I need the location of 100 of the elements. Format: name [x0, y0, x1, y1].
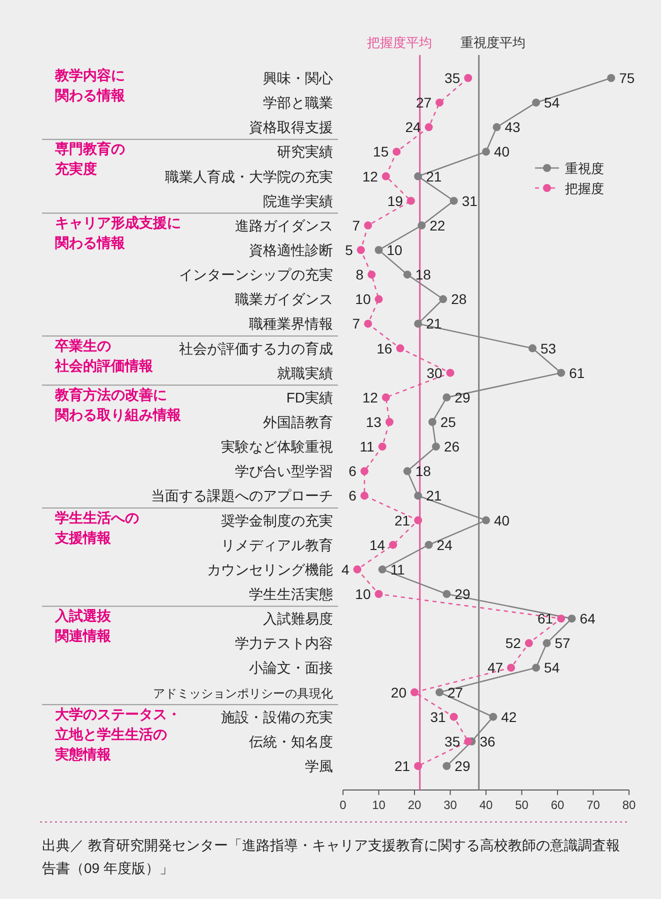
point [353, 565, 362, 574]
point [432, 442, 440, 451]
y-tick-label: 施設・設備の充実 [221, 708, 333, 725]
x-tick-label: 80 [622, 798, 636, 812]
point [382, 172, 390, 180]
point [364, 221, 372, 230]
data-label: 8 [356, 266, 364, 283]
point [360, 492, 368, 500]
y-tick-label: 資格取得支援 [249, 119, 333, 136]
data-label: 6 [348, 488, 357, 504]
data-label: 12 [362, 389, 378, 406]
data-label: 54 [544, 660, 560, 676]
y-tick-label: 興味・関心 [263, 70, 333, 86]
data-label: 57 [554, 635, 571, 652]
text: 専門教育の充実度 [54, 140, 125, 177]
y-tick-label: 学風 [305, 758, 333, 774]
point [436, 688, 444, 696]
point [414, 516, 422, 524]
y-tick-label: 職業人育成・大学院の充実 [165, 168, 333, 184]
y-tick-label: 伝統・知名度 [249, 733, 333, 750]
data-label: 11 [390, 561, 406, 578]
point [482, 516, 490, 524]
y-tick-label: 学部と職業 [263, 94, 333, 111]
data-label: 10 [355, 586, 371, 602]
data-label: 19 [387, 192, 404, 209]
data-label: 42 [501, 708, 517, 725]
point [403, 467, 412, 476]
data-label: 21 [426, 488, 442, 504]
text: 入試選抜関連情報 [54, 608, 112, 644]
point [557, 614, 566, 623]
data-label: 40 [494, 144, 510, 160]
y-tick-label: 学力テスト内容 [235, 635, 333, 652]
y-tick-label: 外国語教育 [263, 414, 333, 430]
y-tick-label: リメディアル教育 [221, 536, 333, 553]
y-tick-label: FD実績 [286, 389, 333, 406]
point [410, 688, 418, 696]
y-tick-label: 進路ガイダンス [235, 217, 333, 234]
data-label: 35 [444, 733, 460, 750]
point [414, 762, 422, 770]
y-tick-label: 職種業界情報 [249, 316, 333, 332]
data-label: 29 [454, 389, 470, 406]
point [374, 590, 383, 598]
point [464, 74, 472, 82]
point [442, 762, 451, 770]
data-label: 7 [352, 217, 360, 234]
data-label: 54 [544, 94, 560, 111]
data-label: 61 [537, 610, 554, 627]
data-label: 20 [390, 684, 407, 700]
point [406, 196, 415, 205]
point [414, 320, 422, 328]
y-tick-label: アドミッションポリシーの具現化 [153, 686, 333, 700]
y-tick-label: 小論文・面接 [249, 660, 333, 676]
text: 学生生活への支援情報 [54, 509, 139, 546]
text: 教育方法の改善に関わる取り組み情報 [54, 386, 182, 422]
y-tick-label: 実験など体験重視 [221, 438, 333, 455]
data-label: 15 [373, 144, 389, 160]
y-tick-label: 院進学実績 [263, 192, 333, 209]
point [436, 98, 444, 107]
point [378, 442, 386, 451]
point [446, 368, 454, 377]
point [403, 270, 412, 279]
data-label: 7 [352, 316, 360, 332]
point [374, 295, 383, 304]
point [532, 664, 540, 672]
data-label: 36 [480, 733, 496, 750]
data-label: 52 [505, 635, 522, 652]
data-label: 47 [487, 660, 504, 676]
data-label: 10 [355, 291, 371, 308]
data-label: 53 [540, 340, 556, 356]
data-label: 14 [369, 536, 386, 553]
data-label: 21 [394, 512, 410, 528]
x-tick-label: 70 [586, 798, 600, 812]
source-note: 出典／ 教育研究開発センター「進路指導・キャリア支援教育に関する高校教師の意識調査報告書（09 年度版）」 [42, 837, 620, 876]
ref-line-label: 把握度平均 [366, 35, 432, 50]
point [507, 664, 516, 672]
data-label: 11 [360, 438, 375, 455]
point [374, 246, 383, 254]
y-tick-label: 就職実績 [277, 364, 333, 381]
data-label: 21 [426, 316, 442, 332]
y-tick-label: 研究実績 [277, 144, 333, 160]
legend-label: 把握度 [565, 181, 604, 196]
y-tick-label: 学生生活実態 [249, 586, 333, 602]
point [368, 270, 376, 279]
data-label: 27 [448, 684, 464, 700]
y-tick-label: カウンセリング機能 [207, 561, 333, 578]
data-label: 31 [462, 192, 478, 209]
point [492, 123, 501, 132]
point [428, 418, 436, 426]
text: 教学内容に関わる情報 [54, 67, 126, 103]
data-label: 25 [440, 414, 456, 430]
data-label: 24 [436, 536, 453, 553]
point [442, 590, 451, 598]
y-tick-label: 職業ガイダンス [235, 291, 333, 308]
data-label: 12 [362, 168, 378, 184]
point [378, 565, 386, 574]
text: キャリア形成支援に関わる情報 [55, 214, 181, 250]
point [414, 172, 422, 180]
data-label: 40 [494, 512, 510, 528]
x-tick-label: 0 [340, 798, 347, 812]
point [439, 295, 448, 304]
